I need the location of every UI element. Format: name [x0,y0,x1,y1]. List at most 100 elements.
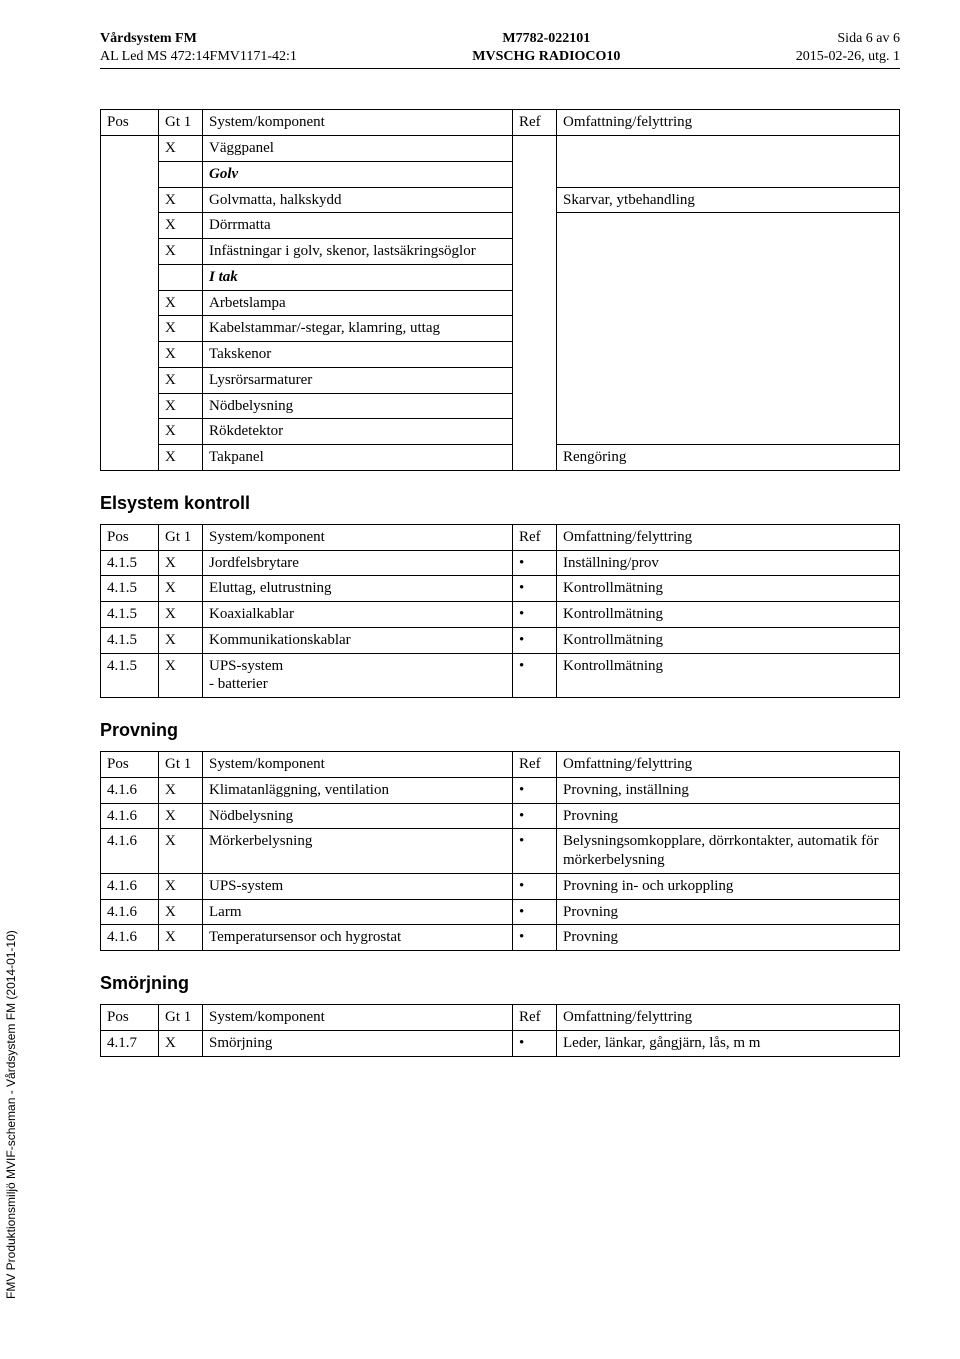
section-heading-elsystem: Elsystem kontroll [100,493,900,514]
cell-pos: 4.1.5 [101,653,159,698]
cell-gt: X [159,393,203,419]
side-rotated-text: FMV Produktionsmiljö MVIF-scheman - Vård… [4,930,18,1299]
cell-gt: X [159,187,203,213]
th-gt: Gt 1 [159,752,203,778]
table-smorjning: Pos Gt 1 System/komponent Ref Omfattning… [100,1004,900,1057]
header-right: Sida 6 av 6 2015-02-26, utg. 1 [796,30,900,66]
cell-omf: Leder, länkar, gångjärn, lås, m m [557,1030,900,1056]
table-row: 4.1.6XTemperatursensor och hygrostat•Pro… [101,925,900,951]
table-row: 4.1.5XEluttag, elutrustning•Kontrollmätn… [101,576,900,602]
table-row: 4.1.5XKoaxialkablar•Kontrollmätning [101,602,900,628]
th-ref: Ref [513,110,557,136]
header-right-line1: Sida 6 av 6 [796,30,900,48]
cell-gt: X [159,873,203,899]
th-ref: Ref [513,752,557,778]
cell-omf: Inställning/prov [557,550,900,576]
cell-pos: 4.1.6 [101,777,159,803]
cell-sys: Dörrmatta [203,213,513,239]
table-row: 4.1.5XKommunikationskablar•Kontrollmätni… [101,627,900,653]
cell-ref: • [513,829,557,874]
cell-omf: Provning in- och urkoppling [557,873,900,899]
cell-gt: X [159,602,203,628]
cell-sys: Kommunikationskablar [203,627,513,653]
cell-gt: X [159,290,203,316]
header-left: Vårdsystem FM AL Led MS 472:14FMV1171-42… [100,30,297,66]
cell-sys: Nödbelysning [203,803,513,829]
table-top: Pos Gt 1 System/komponent Ref Omfattning… [100,109,900,471]
cell-pos: 4.1.6 [101,873,159,899]
th-omf: Omfattning/felyttring [557,1005,900,1031]
table-row: X Takpanel Rengöring [101,445,900,471]
cell-pos: 4.1.6 [101,925,159,951]
cell-sys: Mörkerbelysning [203,829,513,874]
th-gt: Gt 1 [159,1005,203,1031]
table-row: 4.1.6XMörkerbelysning•Belysningsomkoppla… [101,829,900,874]
header-left-line1: Vårdsystem FM [100,30,297,48]
cell-pos: 4.1.6 [101,803,159,829]
cell-omf: Rengöring [557,445,900,471]
table-header-row: Pos Gt 1 System/komponent Ref Omfattning… [101,110,900,136]
cell-gt: X [159,213,203,239]
cell-ref: • [513,1030,557,1056]
cell-pos: 4.1.5 [101,550,159,576]
table-header-row: Pos Gt 1 System/komponent Ref Omfattning… [101,752,900,778]
cell-omf [557,213,900,445]
cell-ref: • [513,873,557,899]
header-left-line2: AL Led MS 472:14FMV1171-42:1 [100,48,297,66]
cell-pos: 4.1.5 [101,602,159,628]
cell-sys: Temperatursensor och hygrostat [203,925,513,951]
cell-omf: Provning [557,803,900,829]
cell-gt: X [159,136,203,162]
cell-omf [557,136,900,188]
cell-pos: 4.1.6 [101,899,159,925]
cell-ref: • [513,899,557,925]
cell-gt: X [159,550,203,576]
cell-ref: • [513,653,557,698]
cell-sys: Lysrörsarmaturer [203,367,513,393]
th-gt: Gt 1 [159,524,203,550]
cell-sys: Golv [203,161,513,187]
cell-sys: Takskenor [203,342,513,368]
page-header: Vårdsystem FM AL Led MS 472:14FMV1171-42… [100,30,900,69]
cell-sys: Koaxialkablar [203,602,513,628]
table-provning: Pos Gt 1 System/komponent Ref Omfattning… [100,751,900,951]
cell-gt: X [159,316,203,342]
cell-omf: Kontrollmätning [557,627,900,653]
cell-sys: UPS-system [203,873,513,899]
cell-sys: Takpanel [203,445,513,471]
cell-pos: 4.1.5 [101,576,159,602]
cell-ref-merged [513,136,557,471]
th-pos: Pos [101,752,159,778]
cell-gt: X [159,777,203,803]
cell-sys: Infästningar i golv, skenor, lastsäkring… [203,239,513,265]
cell-sys: Larm [203,899,513,925]
page: FMV Produktionsmiljö MVIF-scheman - Vård… [0,0,960,1359]
cell-ref: • [513,576,557,602]
cell-sys: Eluttag, elutrustning [203,576,513,602]
cell-ref: • [513,627,557,653]
th-sys: System/komponent [203,752,513,778]
header-center: M7782-022101 MVSCHG RADIOCO10 [472,30,620,66]
th-ref: Ref [513,1005,557,1031]
th-pos: Pos [101,110,159,136]
cell-sys: Nödbelysning [203,393,513,419]
table-header-row: Pos Gt 1 System/komponent Ref Omfattning… [101,524,900,550]
cell-sys: Arbetslampa [203,290,513,316]
cell-gt: X [159,1030,203,1056]
th-ref: Ref [513,524,557,550]
table-row: X Väggpanel [101,136,900,162]
cell-gt [159,161,203,187]
cell-sys: Smörjning [203,1030,513,1056]
cell-omf: Provning, inställning [557,777,900,803]
cell-ref: • [513,550,557,576]
th-omf: Omfattning/felyttring [557,524,900,550]
header-center-line1: M7782-022101 [472,30,620,48]
cell-sys: UPS-system- batterier [203,653,513,698]
table-row: X Dörrmatta [101,213,900,239]
table-row: X Golvmatta, halkskydd Skarvar, ytbehand… [101,187,900,213]
cell-sys: I tak [203,264,513,290]
table-row: 4.1.5XJordfelsbrytare•Inställning/prov [101,550,900,576]
cell-pos: 4.1.6 [101,829,159,874]
th-gt: Gt 1 [159,110,203,136]
cell-gt: X [159,239,203,265]
